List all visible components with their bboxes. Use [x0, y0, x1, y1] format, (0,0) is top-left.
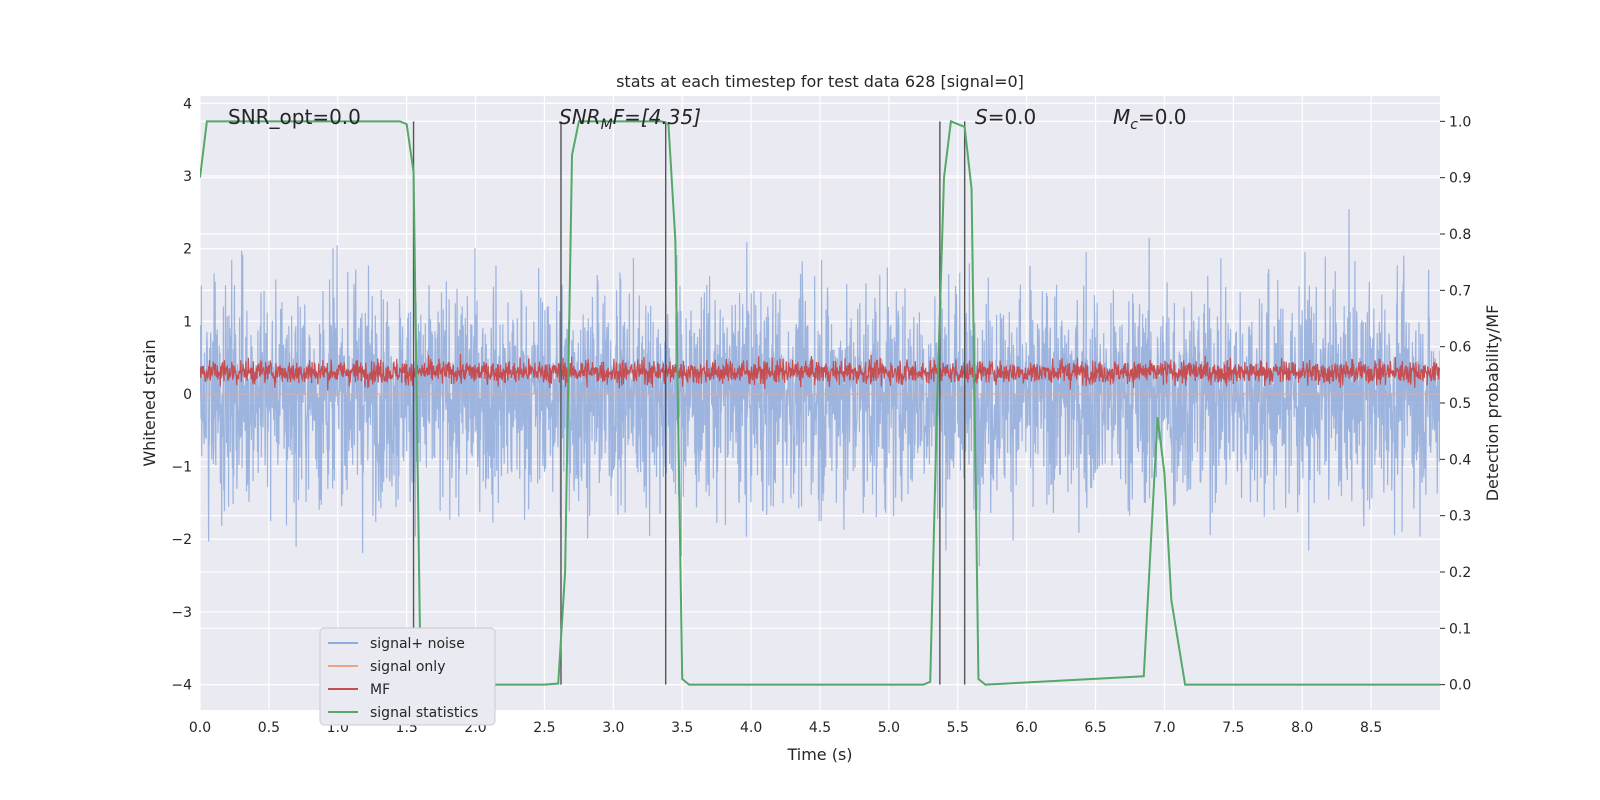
y-tick-label: 1: [183, 314, 192, 330]
series-mf-line: [200, 354, 1440, 391]
legend-label-signal-noise: signal+ noise: [370, 636, 465, 652]
legend-box: [319, 627, 496, 726]
snr-mf-base: SNR: [559, 105, 601, 129]
y-right-tick-label: 0.3: [1449, 509, 1471, 525]
x-tick-label: 5.0: [878, 720, 900, 736]
x-tick-label: 4.5: [809, 720, 831, 736]
x-tick-label: 6.5: [1084, 720, 1106, 736]
legend-label-mf: MF: [370, 682, 390, 698]
series-signal-statistics-line: [200, 119, 1440, 686]
y-tick-label: 3: [183, 169, 192, 185]
y-right-tick-label: 0.5: [1449, 396, 1471, 412]
x-tick-label: 3.5: [671, 720, 693, 736]
y-right-tick-label: 0.7: [1449, 283, 1471, 299]
y-right-tick-label: 0.1: [1449, 621, 1471, 637]
y-tick-label: −3: [171, 605, 192, 621]
y-right-tick-label: 0.9: [1449, 171, 1471, 187]
x-tick-label: 8.5: [1360, 720, 1382, 736]
y-right-tick-label: 0.6: [1449, 340, 1471, 356]
legend-label-signal-only: signal only: [370, 659, 445, 675]
y-right-tick-label: 0.8: [1449, 227, 1471, 243]
plot-layer: [200, 119, 1440, 686]
snr-opt-annotation: SNR_opt=0.0: [228, 105, 361, 129]
mc-annotation: Mc=0.0: [1113, 105, 1187, 133]
legend: signal+ noise signal only MF signal stat…: [319, 627, 496, 726]
y-axis-right-label: Detection probability/MF: [1483, 305, 1502, 502]
x-tick-label: 0.0: [189, 720, 211, 736]
x-tick-label: 7.0: [1153, 720, 1175, 736]
x-tick-label: 8.0: [1291, 720, 1313, 736]
x-tick-label: 4.0: [740, 720, 762, 736]
y-right-tick-label: 0.0: [1449, 678, 1471, 694]
legend-label-signal-statistics: signal statistics: [370, 705, 478, 721]
x-tick-label: 2.5: [533, 720, 555, 736]
x-tick-label: 0.5: [258, 720, 280, 736]
x-axis-label: Time (s): [786, 745, 852, 764]
y-right-tick-label: 1.0: [1449, 114, 1471, 130]
s-value: =0.0: [988, 105, 1037, 129]
mc-value: =0.0: [1138, 105, 1187, 129]
chart-title: stats at each timestep for test data 628…: [616, 72, 1024, 91]
x-tick-label: 5.5: [947, 720, 969, 736]
y-right-tick-label: 0.4: [1449, 452, 1471, 468]
y-tick-label: −4: [171, 678, 192, 694]
y-right-tick-label: 0.2: [1449, 565, 1471, 581]
s-symbol: S: [975, 105, 988, 129]
snr-mf-sub: M: [601, 117, 613, 133]
y-tick-label: 4: [183, 96, 192, 112]
snr-mf-rest: F=[4.35]: [613, 105, 701, 129]
y-tick-label: 0: [183, 387, 192, 403]
s-annotation: S=0.0: [975, 105, 1036, 129]
x-tick-label: 3.0: [602, 720, 624, 736]
y-axis-left-ticks: 4 3 2 1 0 −1 −2 −3 −4: [171, 96, 192, 693]
y-tick-label: −2: [171, 532, 192, 548]
mc-sub: c: [1130, 117, 1138, 133]
y-axis-right-ticks: 1.0 0.9 0.8 0.7 0.6 0.5 0.4 0.3 0.2 0.1 0.0: [1440, 114, 1471, 694]
x-tick-label: 6.0: [1016, 720, 1038, 736]
x-tick-label: 7.5: [1222, 720, 1244, 736]
y-tick-label: 2: [183, 242, 192, 258]
y-axis-label: Whitened strain: [140, 339, 159, 466]
snr-mf-annotation: SNRMF=[4.35]: [559, 105, 701, 133]
y-tick-label: −1: [171, 460, 192, 476]
mc-symbol: M: [1113, 105, 1130, 129]
